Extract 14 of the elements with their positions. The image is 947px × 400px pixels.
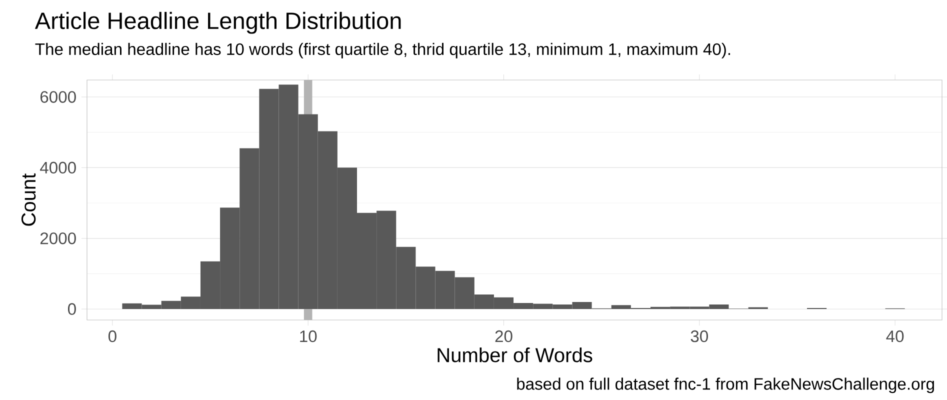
x-tick-label: 40 xyxy=(886,330,904,342)
y-tick-label: 0 xyxy=(68,303,76,315)
x-tick-label: 30 xyxy=(690,330,708,342)
y-tick-label: 6000 xyxy=(40,91,76,103)
x-tick-label: 20 xyxy=(495,330,512,342)
chart-subtitle: The median headline has 10 words (first quartile 8, thrid quartile 13, minimum 1, maximum 40). xyxy=(35,42,730,58)
x-axis-title: Number of Words xyxy=(438,348,592,362)
x-tick-label: 0 xyxy=(108,330,116,342)
chart-title: Article Headline Length Distribution xyxy=(34,12,401,34)
y-tick-label: 2000 xyxy=(40,232,76,244)
x-tick-label: 10 xyxy=(300,330,317,342)
y-axis-title: Count xyxy=(21,173,36,226)
text: based on full dataset fnc-1 from FakeNewsChallenge.org xyxy=(517,378,934,394)
y-tick-label: 4000 xyxy=(40,162,76,174)
